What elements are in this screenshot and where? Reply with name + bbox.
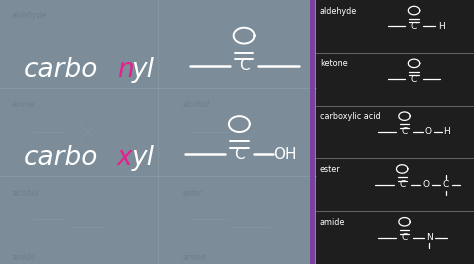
- Text: ketone: ketone: [320, 59, 347, 68]
- Text: H: H: [443, 128, 450, 136]
- Text: carbo: carbo: [24, 57, 98, 83]
- Text: O: O: [425, 128, 432, 136]
- Text: amide: amide: [320, 218, 346, 227]
- Text: carbo: carbo: [24, 145, 98, 171]
- Text: OH: OH: [273, 147, 296, 162]
- Text: H: H: [438, 22, 445, 31]
- Text: C: C: [411, 22, 417, 31]
- Text: C: C: [411, 75, 417, 84]
- Text: amide: amide: [12, 253, 36, 262]
- Text: C: C: [239, 59, 249, 73]
- Text: C: C: [399, 180, 405, 189]
- Text: n: n: [117, 57, 134, 83]
- Text: N: N: [426, 233, 433, 242]
- Bar: [0, 0, 316, 264]
- Text: alcohol: alcohol: [12, 189, 39, 198]
- Text: x: x: [117, 145, 133, 171]
- Text: carboxylic acid: carboxylic acid: [320, 112, 381, 121]
- Text: ester: ester: [182, 189, 202, 198]
- Text: ester: ester: [320, 165, 341, 174]
- Text: aldehyde: aldehyde: [320, 7, 357, 16]
- Text: yl: yl: [132, 145, 155, 171]
- Text: C: C: [234, 147, 245, 162]
- Bar: [312, 0, 474, 264]
- Text: amine: amine: [12, 100, 36, 109]
- Text: C: C: [443, 180, 449, 189]
- Text: amine: amine: [182, 253, 206, 262]
- Text: C: C: [401, 233, 408, 242]
- Text: yl: yl: [132, 57, 155, 83]
- Text: C: C: [401, 128, 408, 136]
- Bar: [316, 0, 474, 264]
- Text: O: O: [422, 180, 429, 189]
- Text: alcohol: alcohol: [182, 100, 210, 109]
- Text: aldehyde: aldehyde: [12, 11, 47, 20]
